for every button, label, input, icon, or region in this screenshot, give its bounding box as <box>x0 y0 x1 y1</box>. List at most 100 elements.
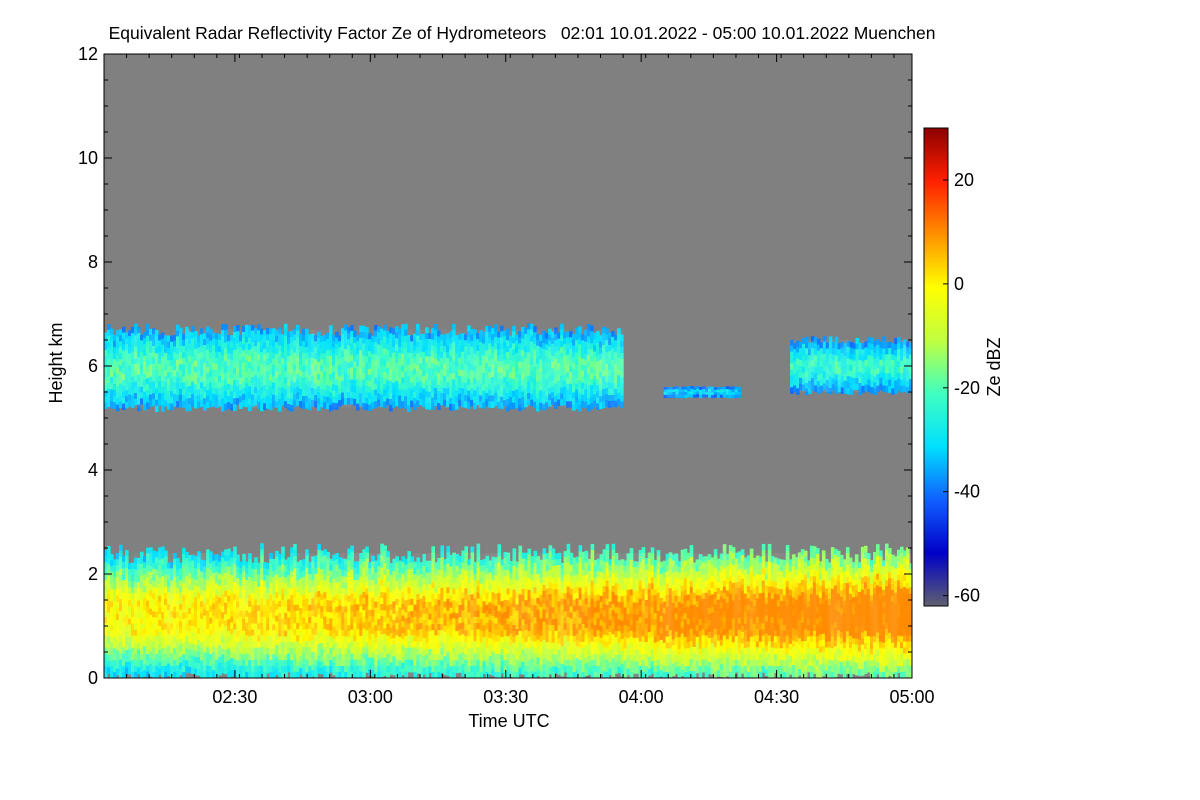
reflectivity-cell <box>440 545 444 553</box>
reflectivity-cell <box>224 324 228 331</box>
reflectivity-cell <box>146 547 150 555</box>
cloud-layer <box>104 323 624 412</box>
reflectivity-cell <box>404 323 408 331</box>
reflectivity-cell <box>290 547 294 554</box>
cloud-layer <box>663 386 742 399</box>
reflectivity-cell <box>431 546 435 553</box>
reflectivity-cell <box>344 324 348 332</box>
reflectivity-cell <box>245 324 249 332</box>
reflectivity-cell <box>296 324 300 332</box>
reflectivity-cell <box>176 324 180 332</box>
reflectivity-cell <box>530 323 534 331</box>
reflectivity-cell <box>134 323 138 330</box>
reflectivity-cell <box>494 324 498 332</box>
reflectivity-cell <box>380 543 384 551</box>
reflectivity-cell <box>587 404 591 412</box>
reflectivity-cell <box>317 544 321 551</box>
reflectivity-cell <box>828 336 833 343</box>
reflectivity-cell <box>107 324 111 331</box>
reflectivity-cell <box>185 404 189 412</box>
reflectivity-cell <box>248 325 252 333</box>
reflectivity-cell <box>161 546 165 554</box>
reflectivity-cell <box>227 548 231 556</box>
reflectivity-cell <box>383 545 387 552</box>
reflectivity-cell <box>401 324 405 331</box>
reflectivity-cell <box>560 323 564 331</box>
chart-title: Equivalent Radar Reflectivity Factor Ze … <box>109 23 936 43</box>
reflectivity-cell <box>104 549 108 557</box>
reflectivity-cell <box>578 404 582 412</box>
reflectivity-cell <box>221 404 225 412</box>
reflectivity-cell <box>810 336 815 343</box>
reflectivity-cell <box>329 325 333 332</box>
reflectivity-cell <box>500 325 504 333</box>
reflectivity-cell <box>347 548 351 556</box>
reflectivity-cell <box>284 323 288 331</box>
reflectivity-cell <box>536 405 540 412</box>
reflectivity-cell <box>107 546 111 553</box>
reflectivity-cell <box>467 325 471 332</box>
reflectivity-cell <box>512 325 516 333</box>
reflectivity-cell <box>233 326 237 333</box>
reflectivity-cell <box>350 545 354 553</box>
reflectivity-cell <box>146 323 150 331</box>
reflectivity-cell <box>224 549 228 556</box>
reflectivity-cell <box>161 405 165 412</box>
reflectivity-cell <box>242 325 246 333</box>
reflectivity-cell <box>416 323 420 331</box>
reflectivity-cell <box>362 549 366 556</box>
reflectivity-cell <box>587 324 591 331</box>
reflectivity-cell <box>488 325 492 333</box>
cloud-layer <box>104 543 912 678</box>
reflectivity-cell <box>155 405 159 412</box>
reflectivity-cell <box>506 404 510 412</box>
reflectivity-cell <box>590 325 594 333</box>
reflectivity-cell <box>527 323 531 330</box>
reflectivity-cell <box>158 547 162 554</box>
reflectivity-cell <box>116 404 120 412</box>
reflectivity-layers <box>104 323 912 678</box>
cloud-layer <box>790 335 912 396</box>
reflectivity-cell <box>290 404 294 412</box>
reflectivity-cell <box>518 404 522 412</box>
reflectivity-cell <box>359 325 363 333</box>
reflectivity-cell <box>317 549 321 557</box>
layer-texture <box>104 329 624 408</box>
reflectivity-cell <box>383 324 387 332</box>
reflectivity-cell <box>119 544 123 552</box>
reflectivity-cell <box>191 326 195 333</box>
reflectivity-cell <box>137 404 141 412</box>
reflectivity-cell <box>407 405 411 412</box>
reflectivity-cell <box>374 325 378 332</box>
reflectivity-cell <box>260 404 264 412</box>
reflectivity-cell <box>882 336 886 344</box>
layer-texture <box>663 386 741 398</box>
reflectivity-cell <box>257 324 261 331</box>
reflectivity-cell <box>293 543 297 551</box>
reflectivity-cell <box>368 404 372 411</box>
reflectivity-cell <box>380 549 384 557</box>
reflectivity-cell <box>260 543 264 550</box>
reflectivity-cell <box>323 549 327 556</box>
reflectivity-cell <box>533 326 537 333</box>
reflectivity-cell <box>278 404 282 412</box>
reflectivity-cell <box>221 324 225 331</box>
reflectivity-cell <box>822 335 827 343</box>
reflectivity-cell <box>329 404 333 412</box>
reflectivity-cell <box>182 547 186 555</box>
reflectivity-cell <box>389 404 393 412</box>
reflectivity-cell <box>362 325 366 333</box>
reflectivity-cell <box>236 325 240 332</box>
reflectivity-cell <box>206 549 210 557</box>
reflectivity-cell <box>260 549 264 557</box>
reflectivity-cell <box>377 326 381 333</box>
layer-texture <box>790 340 912 392</box>
reflectivity-cell <box>251 324 255 332</box>
reflectivity-cell <box>395 326 399 333</box>
reflectivity-cell <box>350 324 354 332</box>
reflectivity-cell <box>305 549 309 557</box>
reflectivity-cell <box>434 324 438 331</box>
reflectivity-cell <box>452 323 456 331</box>
reflectivity-cell <box>248 404 252 412</box>
